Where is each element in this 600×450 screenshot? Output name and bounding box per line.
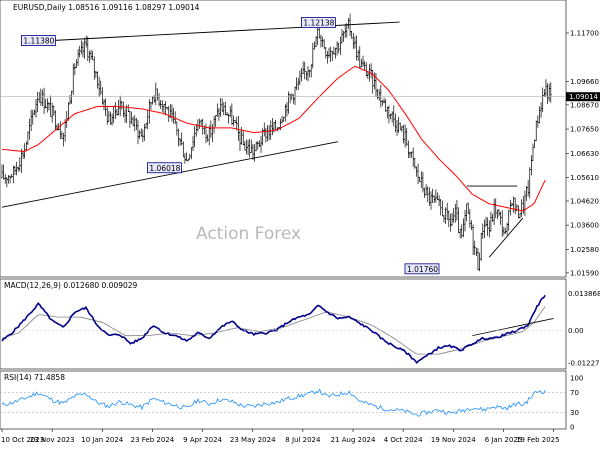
price-tag: 1.11380 (20, 35, 56, 46)
macd-pane-frame (0, 278, 567, 370)
rsi-lines (0, 388, 566, 417)
price-tick-label: 1.07650 (570, 126, 599, 134)
rsi-tick-label: 70 (570, 389, 579, 397)
price-bars (1, 13, 552, 272)
price-bar (549, 82, 552, 103)
time-tick-label: 4 Oct 2024 (384, 436, 423, 444)
price-tick-label: 1.03600 (570, 222, 599, 230)
macd-tick-label: -0.012275 (568, 359, 600, 367)
rsi-tick-label: 30 (570, 409, 579, 417)
moving-average (1, 65, 546, 212)
price-tick-label: 1.04620 (570, 197, 599, 205)
macd-pane: MACD(12,26,9) 0.012680 0.009029 0.013868… (0, 278, 600, 370)
rsi-tick-label: 0 (570, 424, 574, 432)
trendline (1, 141, 339, 208)
price-axis: 1.11700 1.09660 1.08670 1.07650 1.06630 1.056… (566, 29, 599, 277)
price-tag: 1.12138 (300, 17, 336, 28)
trendline (488, 217, 524, 258)
macd-header: MACD(12,26,9) 0.012680 0.009029 (4, 281, 138, 290)
macd-tick-label: 0.013868 (568, 290, 600, 298)
last-price-box (566, 92, 600, 102)
last-price-label: 1.09014 (569, 93, 598, 101)
time-tick-label: 23 Nov 2023 (30, 436, 75, 444)
price-tick-label: 1.06630 (570, 150, 599, 158)
price-tag: 1.06018 (146, 162, 182, 174)
price-tick-label: 1.02580 (570, 246, 599, 254)
time-tick-label: 23 Feb 2024 (131, 436, 175, 444)
rsi-tick-label: 100 (570, 375, 583, 383)
price-pane-frame (0, 0, 567, 278)
time-tick-label: 10 Oct 2023 (1, 436, 44, 444)
rsi-pane-frame (0, 370, 567, 430)
macd-tick-label: 0.00 (568, 327, 584, 335)
rsi-pane: RSI(14) 71.4858 100 70 30 0 (0, 370, 583, 432)
macd-signal-line (1, 306, 546, 355)
price-trendlines (1, 21, 524, 258)
time-tick-label: 23 May 2024 (230, 436, 276, 444)
price-tick-label: 1.09660 (570, 78, 599, 86)
price-header: EURUSD,Daily 1.08516 1.09116 1.08297 1.0… (13, 3, 200, 12)
time-tick-label: 9 Apr 2024 (183, 436, 222, 444)
price-tick-label: 1.11700 (570, 29, 599, 37)
watermark: Action Forex (196, 224, 301, 244)
time-tick-label: 19 Feb 2025 (516, 436, 560, 444)
moving-average-line (1, 65, 546, 212)
price-tag: 1.01760 (404, 263, 440, 275)
rsi-header: RSI(14) 71.4858 (4, 373, 65, 382)
time-tick-label: 19 Nov 2024 (431, 436, 476, 444)
last-price-marker: 1.09014 (0, 92, 600, 102)
time-tick-label: 10 Jan 2024 (81, 436, 124, 444)
macd-axis: 0.013868 0.00 -0.012275 (568, 290, 600, 367)
macd-lines (0, 294, 566, 365)
rsi-axis: 100 70 30 0 (570, 375, 583, 432)
price-tag-label: 1.06018 (149, 164, 180, 173)
time-tick-label: 6 Jan 2025 (485, 436, 523, 444)
price-tag-label: 1.01760 (407, 265, 438, 274)
price-annotations: 1.11380 1.12138 1.06018 1.01760 (20, 17, 440, 275)
time-tick-label: 8 Jul 2024 (285, 436, 321, 444)
trendline (24, 21, 400, 43)
macd-trendline (472, 318, 554, 336)
price-pane: EURUSD,Daily 1.08516 1.09116 1.08297 1.0… (0, 0, 600, 277)
price-tick-label: 1.08670 (570, 101, 599, 109)
price-tick-label: 1.05610 (570, 174, 599, 182)
price-tick-label: 1.01590 (570, 269, 599, 277)
price-tag-label: 1.12138 (303, 19, 334, 28)
time-tick-label: 21 Aug 2024 (331, 436, 376, 444)
price-tag-label: 1.11380 (23, 37, 54, 46)
macd-line (1, 294, 546, 365)
rsi-line (1, 388, 546, 417)
